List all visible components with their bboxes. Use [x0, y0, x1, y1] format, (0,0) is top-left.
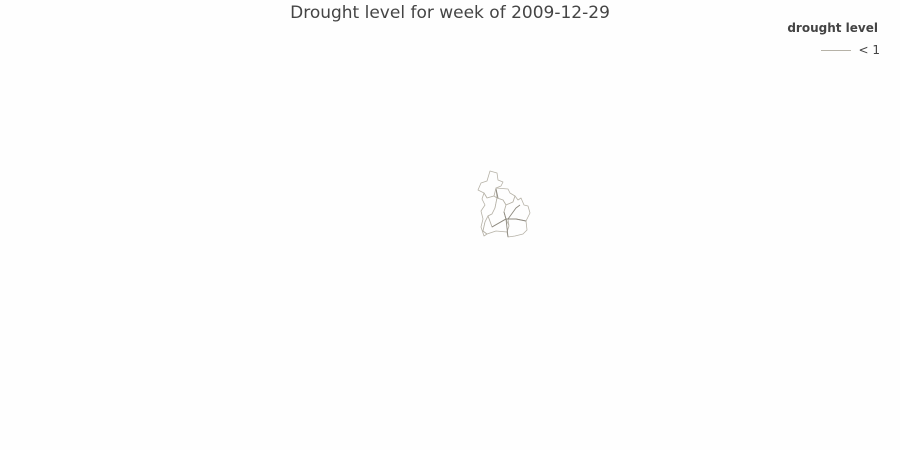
highlight-boundaries — [491, 188, 527, 238]
legend: drought level < 1 — [758, 21, 880, 57]
legend-item[interactable]: < 1 — [758, 43, 880, 57]
region-south-east — [506, 218, 528, 238]
legend-line-swatch — [821, 49, 852, 51]
map-title: Drought level for week of 2009-12-29 — [290, 3, 610, 23]
legend-title: drought level — [787, 21, 878, 35]
county-boundaries — [477, 170, 531, 238]
legend-item-label: < 1 — [858, 43, 880, 57]
